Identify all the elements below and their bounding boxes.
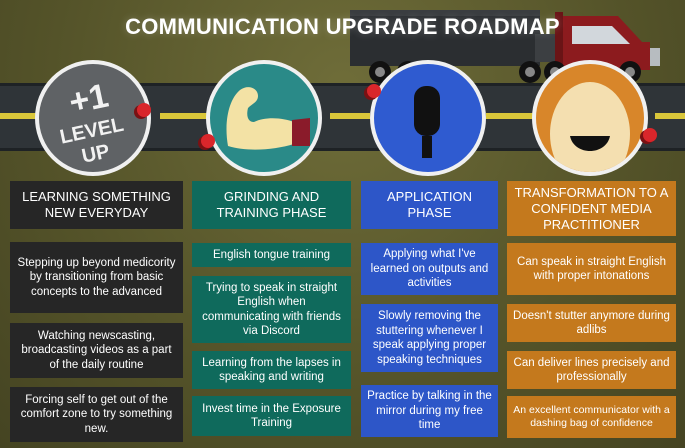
list-item: Practice by talking in the mirror during… (361, 385, 498, 437)
page-title: COMMUNICATION UPGRADE ROADMAP (125, 14, 560, 39)
list-item: Invest time in the Exposure Training (192, 396, 351, 436)
list-item: Doesn't stutter anymore during adlibs (507, 304, 676, 342)
pin-icon (367, 84, 381, 98)
pin-icon (201, 134, 215, 148)
microphone-icon (414, 86, 440, 158)
pin-icon (643, 128, 657, 142)
list-item: English tongue training (192, 243, 351, 267)
list-item: Forcing self to get out of the comfort z… (10, 387, 183, 442)
lane-marking (0, 113, 38, 119)
list-item: Can speak in straight English with prope… (507, 243, 676, 295)
list-item: Slowly removing the stuttering whenever … (361, 304, 498, 372)
pin-icon (137, 103, 151, 117)
smiling-face-icon (550, 82, 630, 172)
column-header-transformation: TRANSFORMATION TO A CONFIDENT MEDIA PRAC… (507, 181, 676, 236)
arm-circle (206, 60, 322, 176)
column-header-grinding: GRINDING AND TRAINING PHASE (192, 181, 351, 229)
road-edge (0, 148, 685, 151)
list-item: Watching newscasting, broadcasting video… (10, 323, 183, 378)
level-up-circle: +1 LEVEL UP (35, 60, 151, 176)
lane-marking (330, 113, 370, 119)
list-item: Can deliver lines precisely and professi… (507, 351, 676, 389)
list-item: Applying what I've learned on outputs an… (361, 243, 498, 295)
column-header-learning: LEARNING SOMETHING NEW EVERYDAY (10, 181, 183, 229)
lane-marking (655, 113, 685, 119)
badge-plus-one: +1 (66, 77, 112, 122)
column-header-application: APPLICATION PHASE (361, 181, 498, 229)
flexed-arm-icon (226, 87, 310, 150)
road-edge (0, 83, 685, 86)
list-item: Trying to speak in straight English when… (192, 276, 351, 343)
list-item: Stepping up beyond medicority by transit… (10, 242, 183, 313)
list-item: An excellent communicator with a dashing… (507, 396, 676, 438)
lane-marking (160, 113, 208, 119)
face-circle (532, 60, 648, 176)
level-up-badge-icon: +1 LEVEL UP (58, 77, 126, 168)
lane-marking (486, 113, 534, 119)
badge-up: UP (80, 140, 112, 167)
list-item: Learning from the lapses in speaking and… (192, 351, 351, 389)
microphone-circle (370, 60, 486, 176)
